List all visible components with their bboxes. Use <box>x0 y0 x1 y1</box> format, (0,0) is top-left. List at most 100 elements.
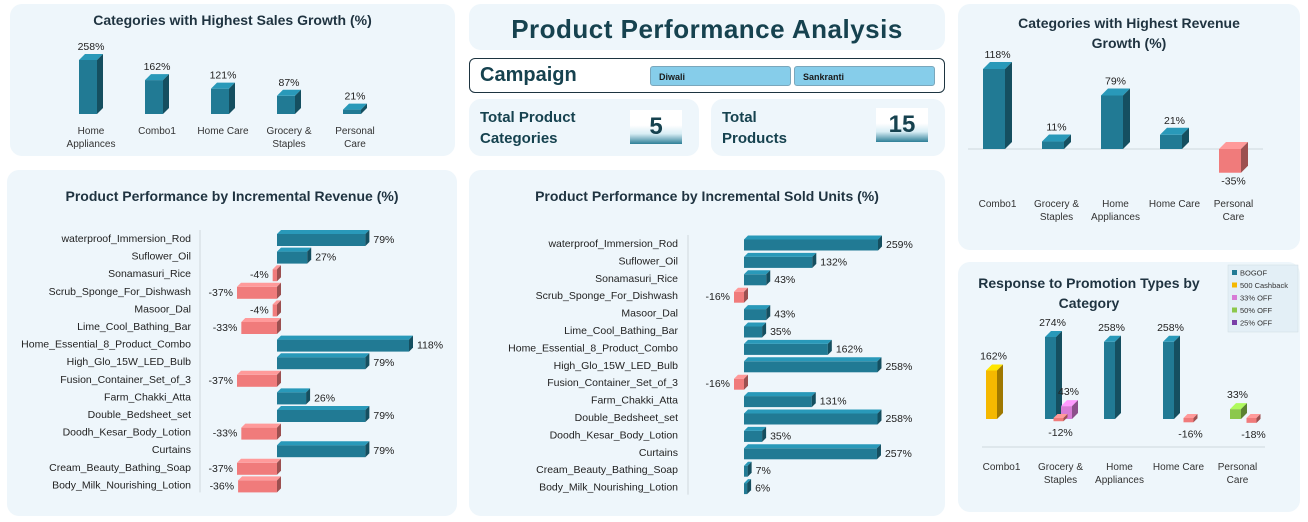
category-label: Masoor_Dal <box>621 308 678 320</box>
bar <box>1104 335 1121 419</box>
category-label: Home Care <box>1153 462 1205 473</box>
data-label: 118% <box>984 49 1010 61</box>
incremental-revenue-chart: waterproof_Immersion_Rod 79% Suflower_Oil 2… <box>21 230 443 493</box>
data-label: 258% <box>885 413 912 425</box>
data-label: 21% <box>1164 115 1185 127</box>
promotion-response-title-line2: Category <box>1058 295 1120 311</box>
bar <box>277 388 311 405</box>
category-label: Home_Essential_8_Product_Combo <box>21 339 191 351</box>
bar <box>237 282 281 299</box>
sales-growth-chart: 258% Home Appliances 162% Combo1 121% Home Car… <box>67 41 375 150</box>
data-label: 79% <box>1105 75 1126 87</box>
category-label: Grocery & <box>1038 462 1083 473</box>
bar <box>1042 134 1071 149</box>
data-label: 258% <box>78 41 105 53</box>
kpi-categories-value: 5 <box>630 110 682 144</box>
data-label: 162% <box>980 351 1007 363</box>
bar <box>744 322 767 338</box>
bar <box>277 89 301 114</box>
sales-growth-title: Categories with Highest Sales Growth (%) <box>93 12 372 28</box>
category-label: Personal <box>335 126 374 137</box>
kpi-categories-label-line1: Total Product <box>480 109 576 126</box>
data-label: 79% <box>373 410 394 422</box>
category-label: Staples <box>1040 212 1073 223</box>
category-label: Care <box>1227 475 1249 486</box>
category-label: Fusion_Container_Set_of_3 <box>547 377 678 389</box>
category-label: Farm_Chakki_Atta <box>591 395 678 407</box>
bar <box>277 406 370 422</box>
category-label: Care <box>344 139 366 150</box>
revenue-growth-panel: Categories with Highest Revenue Growth (… <box>958 4 1300 250</box>
bar <box>241 423 281 440</box>
campaign-slicer: Campaign Diwali Sankranti <box>469 58 945 93</box>
revenue-growth-title-line1: Categories with Highest Revenue <box>1018 15 1240 31</box>
kpi-categories-label-line2: Categories <box>480 130 558 147</box>
data-label: 132% <box>820 256 847 268</box>
category-label: Body_Milk_Nourishing_Lotion <box>52 479 191 491</box>
data-label: -33% <box>213 322 238 334</box>
bar <box>744 461 752 477</box>
bar <box>986 364 1003 419</box>
bar <box>744 357 882 373</box>
promotion-response-panel: Response to Promotion Types by Category … <box>958 262 1300 512</box>
data-label: -4% <box>250 269 269 281</box>
legend-swatch <box>1232 282 1237 288</box>
kpi-products-card: Total Products 15 <box>711 99 945 156</box>
bar <box>1183 414 1198 423</box>
bar <box>277 353 370 370</box>
data-label: 274% <box>1039 317 1066 329</box>
bar <box>744 339 832 355</box>
bar <box>79 54 103 114</box>
bar <box>1053 414 1068 422</box>
bar <box>734 287 748 303</box>
revenue-growth-title: Categories with Highest Revenue Growth (… <box>958 13 1300 53</box>
data-label: 79% <box>373 357 394 369</box>
kpi-products-label-line2: Products <box>722 130 788 147</box>
data-label: 79% <box>373 445 394 457</box>
category-label: Lime_Cool_Bathing_Bar <box>564 325 678 337</box>
category-label: Sonamasuri_Rice <box>108 268 191 280</box>
category-label: Farm_Chakki_Atta <box>104 391 191 403</box>
bar <box>744 409 882 425</box>
incremental-revenue-panel: Product Performance by Incremental Reven… <box>7 170 457 516</box>
bar <box>744 235 882 251</box>
category-label: waterproof_Immersion_Rod <box>60 233 191 245</box>
category-label: Appliances <box>67 139 116 150</box>
promotion-response-title: Response to Promotion Types by Category <box>958 273 1220 313</box>
bar <box>272 265 281 282</box>
category-label: Curtains <box>152 444 191 456</box>
data-label: 43% <box>774 309 795 321</box>
slicer-option-diwali[interactable]: Diwali <box>650 66 791 86</box>
category-label: Cream_Beauty_Bathing_Soap <box>49 462 191 474</box>
legend-entry: 33% OFF <box>1240 294 1273 303</box>
category-label: Personal <box>1214 199 1253 210</box>
data-label: -16% <box>705 378 730 390</box>
category-label: Suflower_Oil <box>618 255 678 267</box>
category-label: Grocery & <box>266 126 311 137</box>
category-label: Cream_Beauty_Bathing_Soap <box>536 464 678 476</box>
promotion-response-chart: 274% 258% 258% 162% 43% 33% -12% -16% -18% Combo1… <box>980 264 1299 486</box>
data-label: 27% <box>315 252 336 264</box>
category-label: Body_Milk_Nourishing_Lotion <box>539 482 678 494</box>
legend-swatch <box>1232 270 1237 275</box>
bar <box>238 476 281 493</box>
data-label: -37% <box>208 463 233 475</box>
bar <box>1230 403 1247 419</box>
category-label: Doodh_Kesar_Body_Lotion <box>63 427 192 439</box>
category-label: waterproof_Immersion_Rod <box>547 238 678 250</box>
category-label: Double_Bedsheet_set <box>88 409 191 421</box>
header-panel: Product Performance Analysis <box>469 4 945 50</box>
category-label: Staples <box>272 139 305 150</box>
data-label: 6% <box>755 483 770 495</box>
legend-box <box>1227 264 1299 333</box>
data-label: -16% <box>1178 428 1203 440</box>
category-label: Combo1 <box>979 199 1017 210</box>
category-label: Combo1 <box>983 462 1021 473</box>
data-label: -33% <box>213 428 238 440</box>
bar <box>211 82 235 114</box>
revenue-growth-title-line2: Growth (%) <box>1091 35 1167 51</box>
kpi-categories-label: Total Product Categories <box>480 107 576 149</box>
kpi-products-label-line1: Total <box>722 109 757 126</box>
slicer-option-sankranti[interactable]: Sankranti <box>794 66 935 86</box>
category-label: Grocery & <box>1034 199 1079 210</box>
